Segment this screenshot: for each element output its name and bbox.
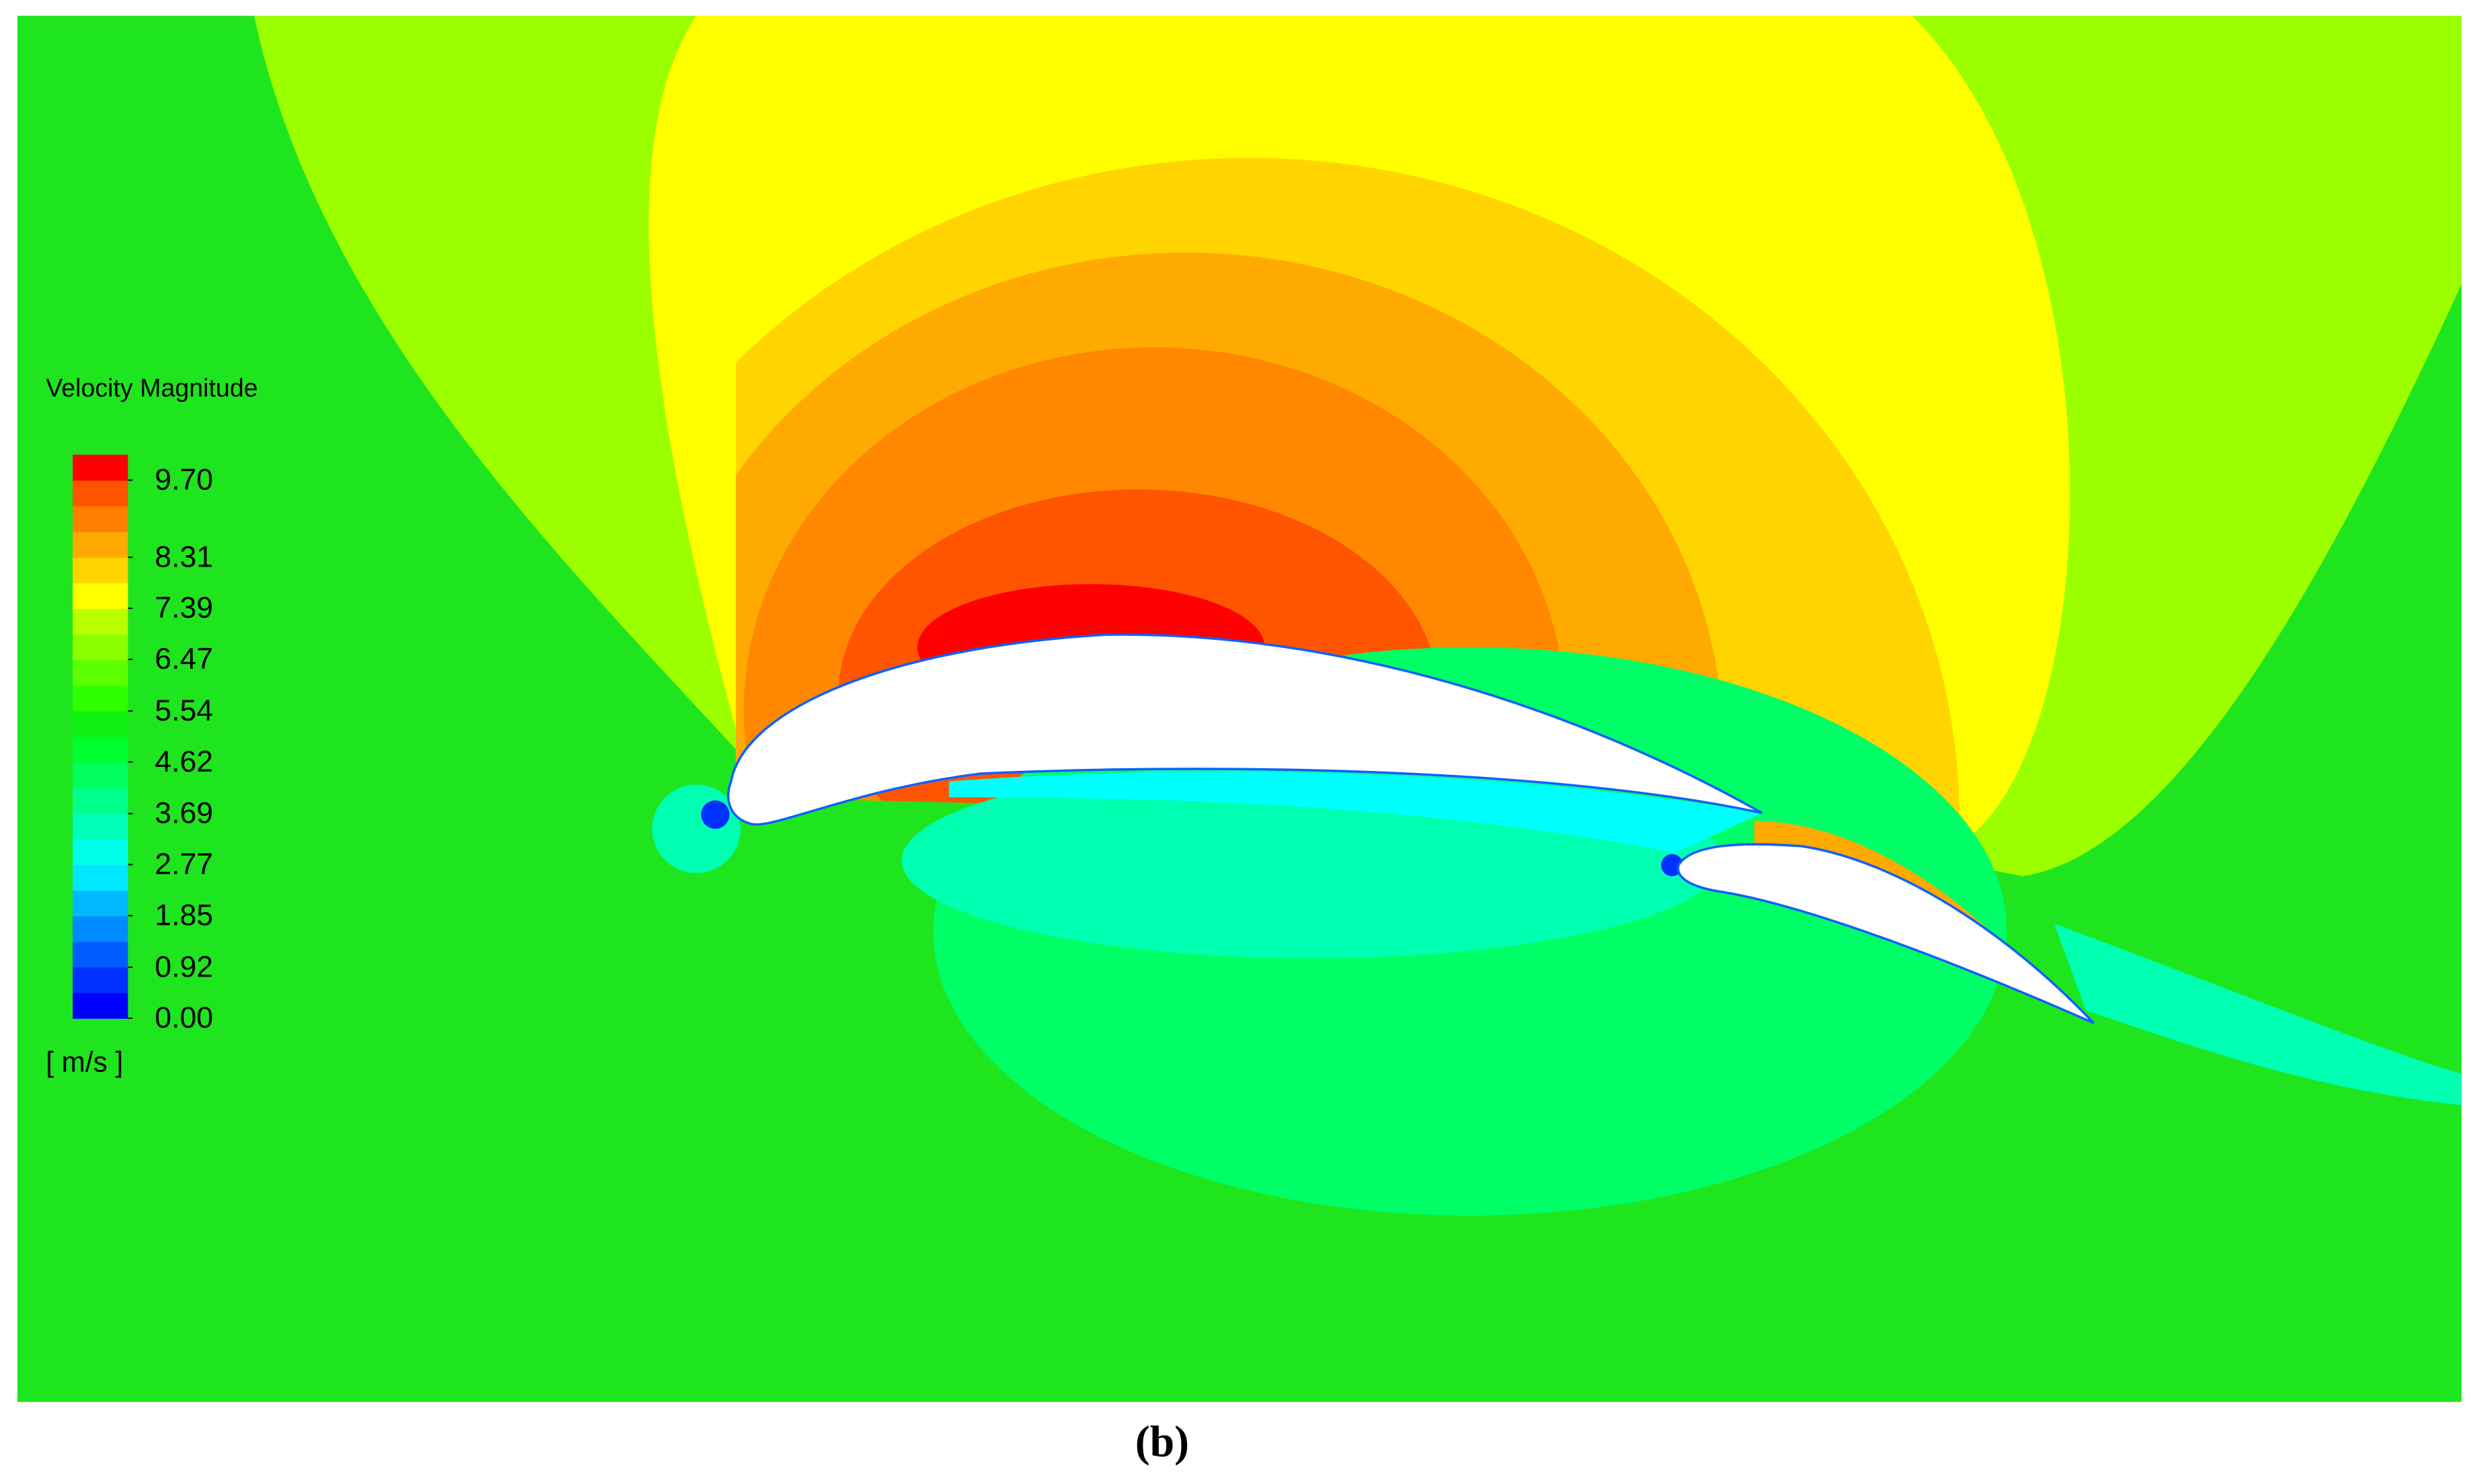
- colorbar-band: [73, 839, 128, 866]
- colorbar-band: [73, 531, 128, 558]
- contour-band: [948, 772, 1762, 853]
- colorbar-band: [73, 454, 128, 481]
- colorbar-tick-label: 9.70: [155, 464, 213, 497]
- colorbar-band: [73, 685, 128, 712]
- colorbar-band: [73, 890, 128, 917]
- colorbar-tick-label: 0.92: [155, 950, 213, 983]
- colorbar-band: [73, 556, 128, 583]
- colorbar-band: [73, 761, 128, 788]
- colorbar-band: [73, 505, 128, 532]
- colorbar-tick-label: 7.39: [155, 591, 213, 624]
- colorbar-band: [73, 480, 128, 507]
- colorbar-band: [73, 634, 128, 661]
- contour-field: [17, 15, 2462, 1402]
- colorbar-tick-label: 1.85: [155, 899, 213, 932]
- colorbar-tick-label: 6.47: [155, 643, 213, 675]
- colorbar-band: [73, 864, 128, 891]
- colorbar-tick-label: 8.31: [155, 540, 213, 573]
- colorbar-tick-label: 5.54: [155, 694, 213, 727]
- colorbar-title: Velocity Magnitude: [46, 374, 257, 402]
- stagnation-zone: [701, 800, 730, 829]
- colorbar: 0.00 0.92 1.85 2.77 3.69 4.62 5.54 6.47 7.39 8.31…: [73, 454, 213, 1034]
- contour-band: [2054, 923, 2462, 1106]
- colorbar-tick-label: 0.00: [155, 1001, 213, 1034]
- colorbar-band: [73, 813, 128, 839]
- colorbar-band: [73, 736, 128, 763]
- colorbar-band: [73, 608, 128, 635]
- colorbar-band: [73, 966, 128, 993]
- colorbar-band: [73, 583, 128, 609]
- colorbar-tick-label: 3.69: [155, 797, 213, 830]
- colorbar-band: [73, 710, 128, 737]
- colorbar-band: [73, 941, 128, 968]
- colorbar-band: [73, 788, 128, 814]
- colorbar-band: [73, 915, 128, 942]
- colorbar-band: [73, 992, 128, 1019]
- colorbar-tick-label: 2.77: [155, 848, 213, 881]
- colorbar-band: [73, 659, 128, 686]
- main-airfoil: [727, 633, 1763, 826]
- colorbar-tick-label: 4.62: [155, 745, 213, 778]
- colorbar-unit: [ m/s ]: [46, 1046, 123, 1077]
- flap-airfoil: [1676, 843, 2095, 1024]
- caption: (b): [1135, 1417, 1189, 1467]
